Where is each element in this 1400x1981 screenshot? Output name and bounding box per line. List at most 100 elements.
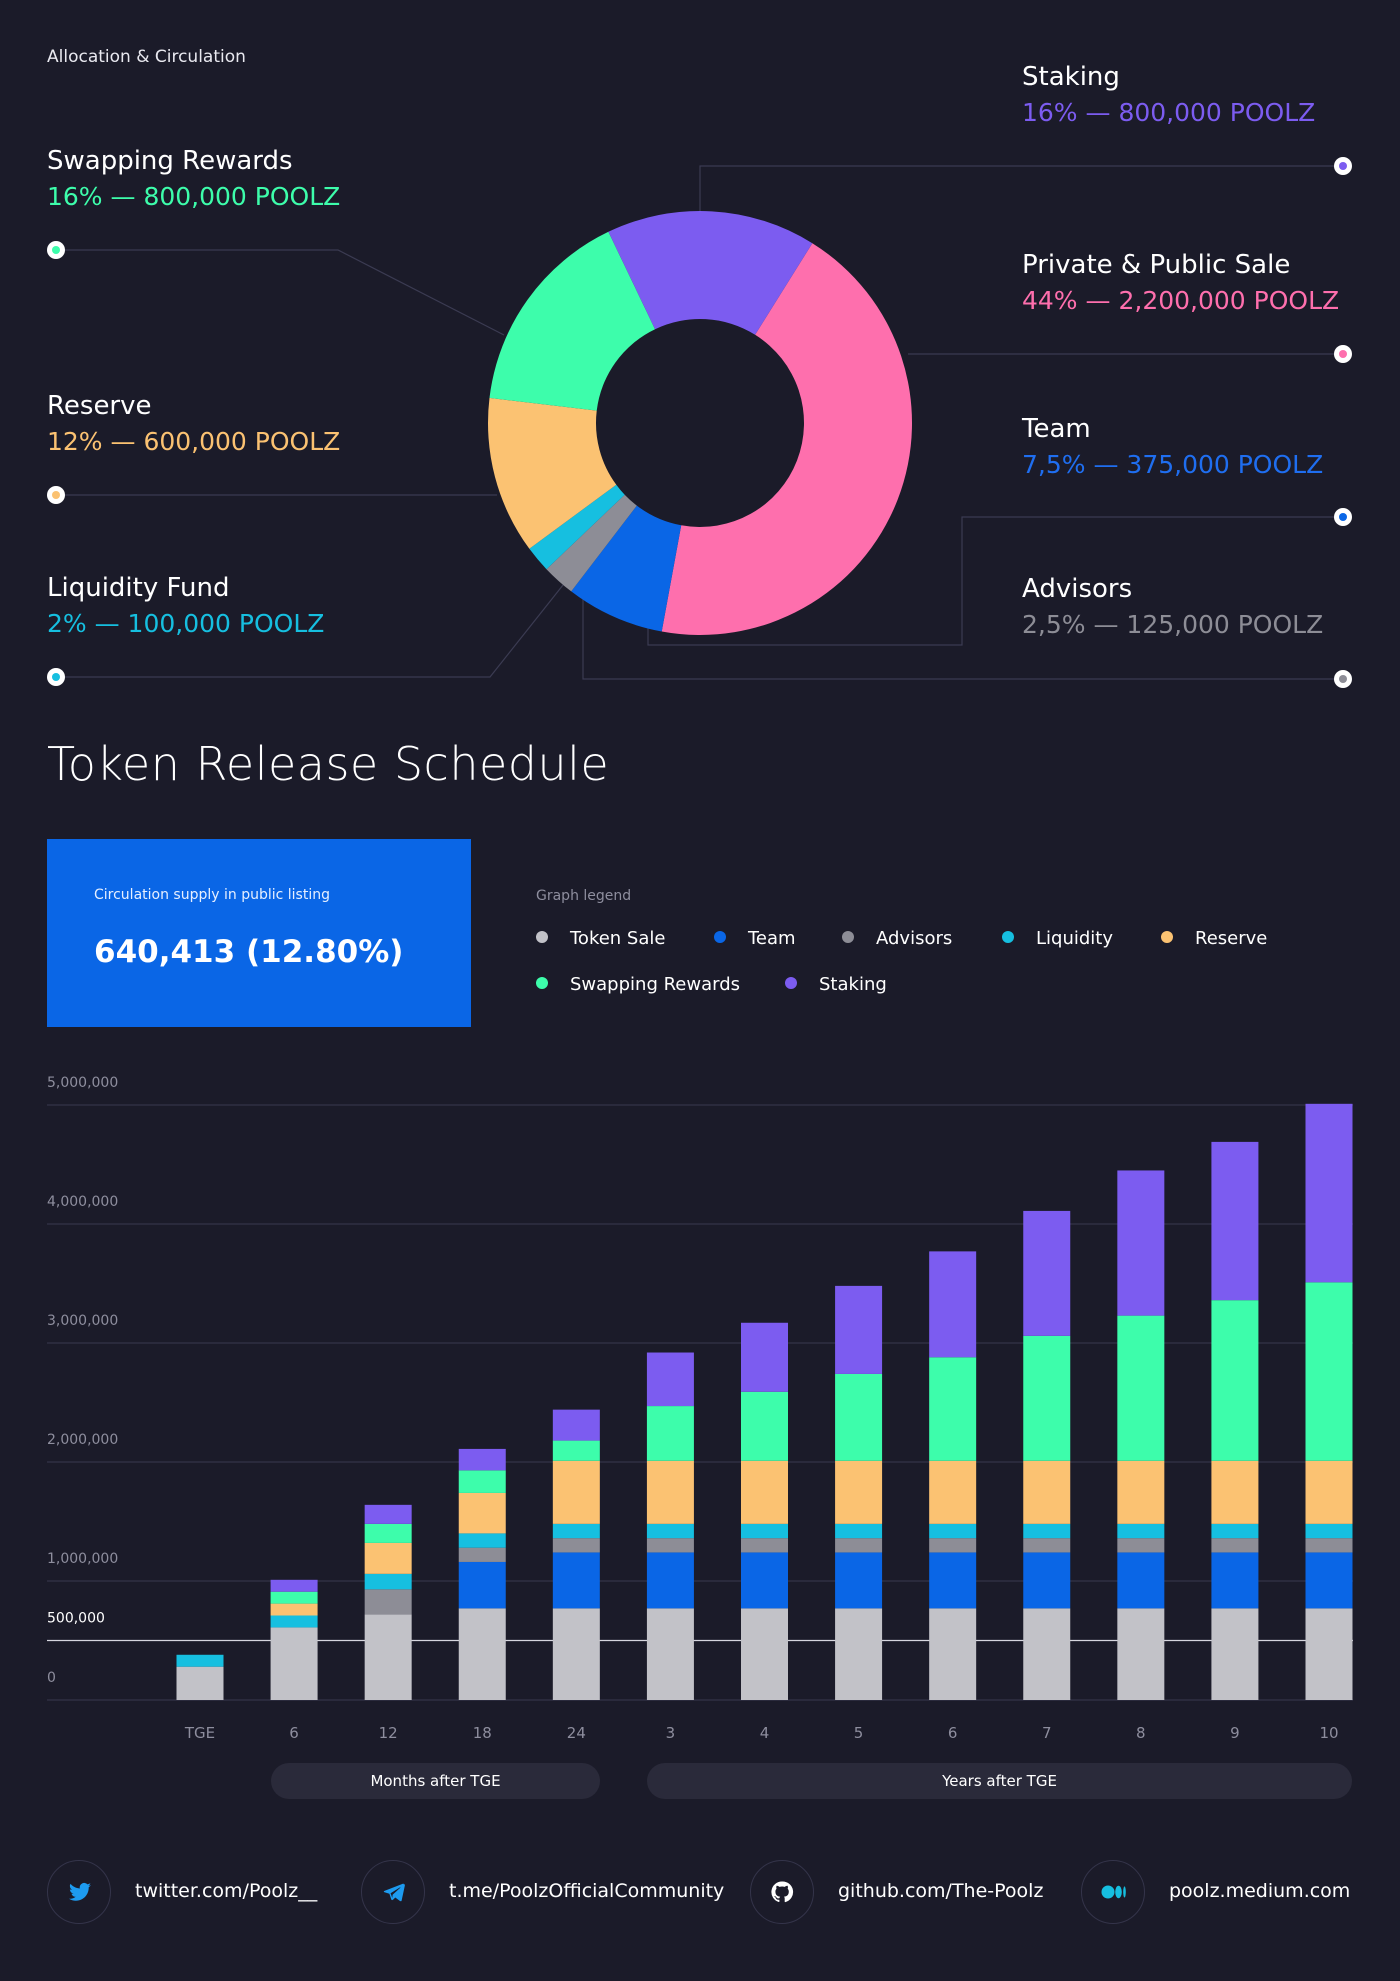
bar-segment-staking bbox=[835, 1285, 883, 1374]
social-link-github[interactable]: github.com/The-Poolz bbox=[750, 1860, 1080, 1924]
bar-segment-reserve bbox=[1023, 1460, 1071, 1524]
bar-segment-swapping-rewards bbox=[929, 1357, 977, 1461]
donut-slice-staking bbox=[608, 211, 813, 335]
bar-segment-advisors bbox=[741, 1538, 788, 1553]
bar-segment-liquidity bbox=[929, 1523, 977, 1539]
bar-segment-liquidity bbox=[176, 1654, 224, 1667]
legend-label: Staking bbox=[819, 974, 887, 995]
allocation-value: 44% — 2,200,000 POOLZ bbox=[1022, 286, 1340, 315]
bar-segment-advisors bbox=[1211, 1538, 1259, 1553]
allocation-sale: Private & Public Sale 44% — 2,200,000 PO… bbox=[1022, 250, 1339, 315]
marker-dot-reserve bbox=[47, 486, 65, 504]
legend-label: Liquidity bbox=[1036, 928, 1114, 949]
bar-segment-staking bbox=[1305, 1103, 1353, 1283]
bar-segment-staking bbox=[1211, 1141, 1259, 1301]
supply-card: Circulation supply in public listing 640… bbox=[47, 839, 471, 1027]
x-tick-label: 10 bbox=[1319, 1724, 1338, 1742]
legend-item-team: Team bbox=[714, 928, 796, 949]
bar-segment-token-sale bbox=[1023, 1608, 1071, 1700]
y-tick-label: 3,000,000 bbox=[47, 1313, 118, 1329]
allocation-name: Liquidity Fund bbox=[47, 573, 230, 603]
y-tick-label: 4,000,000 bbox=[47, 1194, 118, 1210]
bar-segment-liquidity bbox=[1211, 1523, 1259, 1539]
social-text: poolz.medium.com bbox=[1169, 1880, 1351, 1902]
bar-segment-reserve bbox=[1211, 1460, 1259, 1524]
bar-segment-staking bbox=[458, 1448, 506, 1471]
social-link-telegram[interactable]: t.me/PoolzOfficialCommunity bbox=[361, 1860, 725, 1924]
marker-dot-swapping bbox=[47, 241, 65, 259]
bar-segment-advisors bbox=[646, 1538, 694, 1553]
bar-segment-staking bbox=[270, 1579, 318, 1592]
social-link-twitter[interactable]: twitter.com/Poolz__ bbox=[47, 1860, 347, 1924]
bar-segment-liquidity bbox=[552, 1523, 600, 1539]
allocation-staking: Staking 16% — 800,000 POOLZ bbox=[1022, 62, 1315, 127]
bar-segment-reserve bbox=[835, 1460, 883, 1524]
bar-segment-advisors bbox=[929, 1538, 977, 1553]
allocation-value: 2% — 100,000 POOLZ bbox=[47, 609, 325, 638]
allocation-name: Private & Public Sale bbox=[1022, 250, 1291, 280]
marker-dot-staking bbox=[1334, 157, 1352, 175]
allocation-value: 7,5% — 375,000 POOLZ bbox=[1022, 450, 1324, 479]
bar-segment-token-sale bbox=[176, 1666, 224, 1700]
marker-dot-liquidity bbox=[47, 668, 65, 686]
bar-segment-team bbox=[552, 1552, 600, 1609]
allocation-value: 12% — 600,000 POOLZ bbox=[47, 427, 341, 456]
allocation-name: Team bbox=[1022, 414, 1091, 444]
social-text: github.com/The-Poolz bbox=[838, 1880, 1044, 1902]
donut-slice-advisors bbox=[546, 494, 637, 592]
allocation-value: 16% — 800,000 POOLZ bbox=[47, 182, 341, 211]
donut-slice-swapping-rewards bbox=[489, 231, 656, 411]
x-tick-label: 18 bbox=[473, 1724, 492, 1742]
social-link-medium[interactable]: poolz.medium.com bbox=[1081, 1860, 1371, 1924]
bar-segment-swapping-rewards bbox=[364, 1523, 412, 1543]
allocation-name: Advisors bbox=[1022, 574, 1133, 604]
page-title: Token Release Schedule bbox=[47, 737, 610, 791]
bar-segment-liquidity bbox=[1023, 1523, 1071, 1539]
donut-slice-liquidity-fund bbox=[529, 484, 625, 570]
legend-title: Graph legend bbox=[536, 888, 632, 904]
legend-label: Team bbox=[748, 928, 796, 949]
bar-segment-swapping-rewards bbox=[646, 1406, 694, 1461]
bar-segment-liquidity bbox=[835, 1523, 883, 1539]
bar-segment-token-sale bbox=[1117, 1608, 1165, 1700]
bar-segment-team bbox=[458, 1561, 506, 1609]
supply-label: Circulation supply in public listing bbox=[94, 887, 330, 903]
allocation-value: 16% — 800,000 POOLZ bbox=[1022, 98, 1316, 127]
legend-item-staking: Staking bbox=[785, 974, 887, 995]
legend-label: Token Sale bbox=[570, 928, 666, 949]
bar-segment-team bbox=[1023, 1552, 1071, 1609]
y-tick-label: 500,000 bbox=[47, 1611, 105, 1627]
bar-segment-liquidity bbox=[364, 1573, 412, 1590]
legend-label: Swapping Rewards bbox=[570, 974, 740, 995]
bar-segment-reserve bbox=[1305, 1460, 1353, 1524]
bar-segment-swapping-rewards bbox=[741, 1391, 788, 1461]
bar-segment-team bbox=[1211, 1552, 1259, 1609]
bar-segment-reserve bbox=[646, 1460, 694, 1524]
marker-dot-sale bbox=[1334, 345, 1352, 363]
connector-team bbox=[647, 516, 1343, 646]
x-tick-label: TGE bbox=[184, 1724, 215, 1742]
x-tick-label: 5 bbox=[854, 1724, 864, 1742]
connector-advisors bbox=[582, 590, 1343, 680]
bar-segment-team bbox=[1117, 1552, 1165, 1609]
bar-segment-swapping-rewards bbox=[458, 1470, 506, 1493]
allocation-team: Team 7,5% — 375,000 POOLZ bbox=[1022, 414, 1323, 479]
bar-segment-team bbox=[929, 1552, 977, 1609]
legend-item-token-sale: Token Sale bbox=[536, 928, 665, 949]
x-tick-label: 8 bbox=[1136, 1724, 1146, 1742]
bar-segment-staking bbox=[552, 1409, 600, 1441]
social-text: t.me/PoolzOfficialCommunity bbox=[449, 1880, 725, 1902]
allocation-value: 2,5% — 125,000 POOLZ bbox=[1022, 610, 1324, 639]
donut-slice-reserve bbox=[487, 397, 617, 549]
bar-segment-staking bbox=[1117, 1170, 1165, 1316]
legend-item-reserve: Reserve bbox=[1161, 928, 1267, 949]
x-tick-label: 4 bbox=[760, 1724, 770, 1742]
bar-segment-advisors bbox=[364, 1589, 412, 1615]
bar-segment-advisors bbox=[458, 1547, 506, 1562]
bar-segment-token-sale bbox=[552, 1608, 600, 1700]
bar-segment-reserve bbox=[552, 1460, 600, 1524]
bar-segment-team bbox=[741, 1552, 788, 1609]
bar-segment-token-sale bbox=[458, 1608, 506, 1700]
legend-item-swapping-rewards: Swapping Rewards bbox=[536, 974, 740, 995]
